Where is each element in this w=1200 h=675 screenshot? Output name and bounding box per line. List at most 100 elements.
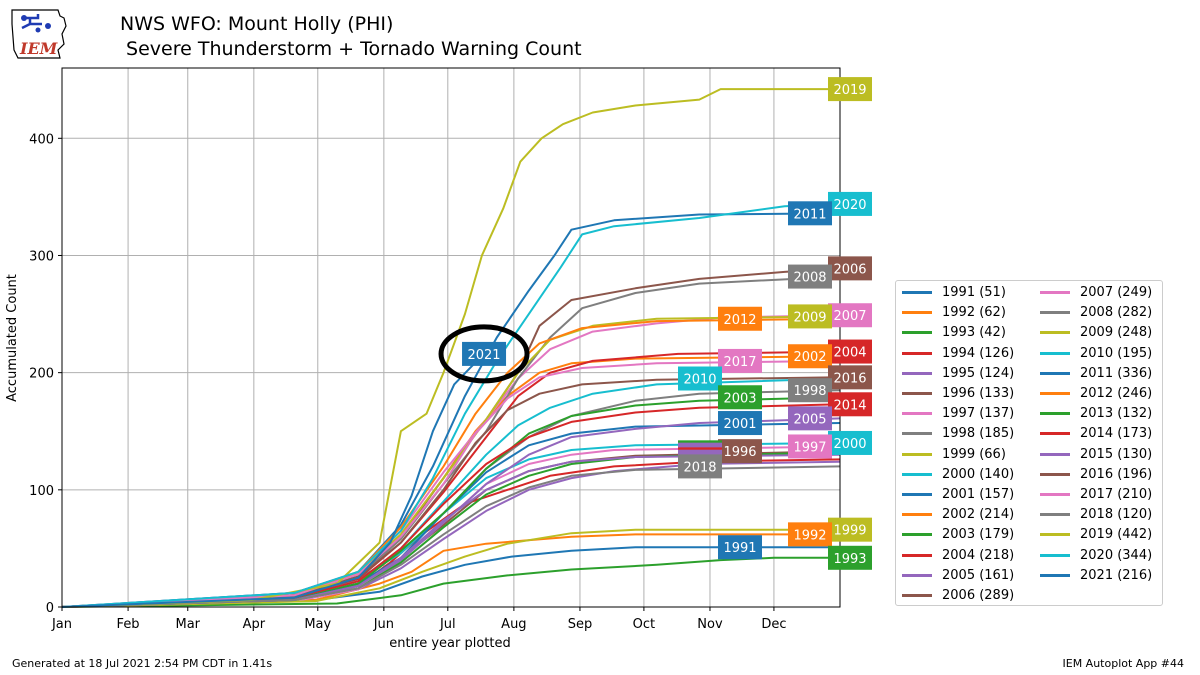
end-label-box-2001 <box>718 411 762 436</box>
legend-swatch <box>1040 472 1070 476</box>
legend-item: 1997 (137) <box>902 404 1014 424</box>
grid-lines <box>61 68 840 608</box>
x-tick-label: Dec <box>761 617 786 632</box>
end-label-box-2014 <box>828 392 872 417</box>
tick-labels: 0 100 200 300 400 Jan Feb Mar Apr May Jun Jul Aug Sep… <box>29 132 786 632</box>
end-labels: 2019 2020 2011 2006 2008 2007 2009 2012 2004 2021… <box>462 77 872 570</box>
legend-swatch <box>902 553 932 557</box>
end-label-1993: 1993 <box>833 552 866 567</box>
legend-item: 2005 (161) <box>902 566 1014 586</box>
x-tick-label: Jul <box>439 617 456 632</box>
legend-label: 2007 (249) <box>1080 285 1153 300</box>
legend-label: 2015 (130) <box>1080 446 1153 462</box>
legend-item: 1995 (124) <box>902 364 1014 384</box>
legend-label: 1992 (62) <box>942 305 1006 321</box>
end-label-1997: 1997 <box>793 440 826 455</box>
legend-item: 2003 (179) <box>902 525 1014 545</box>
end-label-box-2002 <box>788 344 832 369</box>
annotations <box>438 324 530 384</box>
legend-label: 1993 (42) <box>942 325 1006 341</box>
x-tick-label: Nov <box>697 617 723 632</box>
legend-label: 2008 (282) <box>1080 305 1153 321</box>
legend-item: 2020 (344) <box>1040 546 1152 566</box>
legend-label: 1991 (51) <box>942 285 1006 300</box>
end-label-2011: 2011 <box>793 207 826 222</box>
legend-label: 2016 (196) <box>1080 466 1153 482</box>
end-label-box-1999 <box>828 517 872 542</box>
legend-swatch <box>1040 331 1070 335</box>
legend-swatch <box>1040 553 1070 557</box>
legend-label: 2010 (195) <box>1080 345 1153 361</box>
x-tick-label: Aug <box>501 617 526 632</box>
end-label-2002: 2002 <box>793 350 826 365</box>
end-label-box-2006 <box>828 256 872 281</box>
end-label-box-2010 <box>678 366 722 391</box>
legend-swatch <box>1040 412 1070 416</box>
end-label-2012: 2012 <box>723 313 756 328</box>
end-label-box-2004 <box>828 339 872 364</box>
end-label-box-2021 <box>462 341 507 366</box>
end-label-box-1997 <box>788 434 832 459</box>
legend-label: 2021 (216) <box>1080 567 1153 583</box>
series-line-2017 <box>61 359 841 608</box>
legend-item: 1998 (185) <box>902 424 1014 444</box>
end-label-box-2012 <box>718 306 762 331</box>
end-label-box-2008 <box>788 264 832 289</box>
end-label-box-2007 <box>828 303 872 328</box>
end-label-2018: 2018 <box>683 460 716 475</box>
legend-item: 2014 (173) <box>1040 424 1152 444</box>
series-line-2021 <box>61 353 485 608</box>
end-label-box-2009 <box>788 304 832 329</box>
x-tick-label: Sep <box>568 617 593 632</box>
legend-item: 2017 (210) <box>1040 485 1152 505</box>
end-label-2009: 2009 <box>793 310 826 325</box>
end-label-box-1992 <box>788 522 832 547</box>
iem-logo: IEM <box>8 4 70 66</box>
end-label-box-2003 <box>718 385 762 410</box>
end-label-1999: 1999 <box>833 524 866 539</box>
legend-swatch <box>1040 371 1070 375</box>
legend-label: 2004 (218) <box>942 547 1015 563</box>
legend-label: 2018 (120) <box>1080 507 1153 523</box>
end-label-box-2019 <box>828 77 872 102</box>
x-tick-label: Apr <box>243 617 266 632</box>
legend-item: 1991 (51) <box>902 283 1006 303</box>
end-label-2004: 2004 <box>833 346 866 361</box>
end-label-box-1993 <box>828 545 872 570</box>
end-label-2014: 2014 <box>833 398 866 413</box>
end-label-1991: 1991 <box>723 541 756 556</box>
legend-swatch <box>902 513 932 517</box>
legend-swatch <box>902 573 932 577</box>
legend-swatch <box>902 351 932 355</box>
end-label-box-2018 <box>678 454 722 479</box>
x-tick-label: Mar <box>175 617 200 632</box>
legend-label: 2017 (210) <box>1080 487 1153 502</box>
legend-label: 2000 (140) <box>942 466 1015 482</box>
legend-label: 2009 (248) <box>1080 325 1153 341</box>
legend-item: 2010 (195) <box>1040 344 1152 364</box>
end-label-2016: 2016 <box>833 371 866 386</box>
x-tick-label: Feb <box>117 617 140 632</box>
x-tick-label: Jun <box>373 617 394 632</box>
legend-swatch <box>902 412 932 416</box>
end-label-box-2020 <box>828 191 872 216</box>
legend-label: 1997 (137) <box>942 406 1015 422</box>
legend-swatch <box>1040 311 1070 315</box>
legend-item: 2002 (214) <box>902 505 1014 525</box>
legend-swatch <box>902 472 932 476</box>
legend-swatch <box>902 533 932 537</box>
end-label-1998: 1998 <box>793 384 826 399</box>
legend-swatch <box>1040 573 1070 577</box>
legend-label: 1998 (185) <box>942 426 1015 442</box>
legend-item: 2008 (282) <box>1040 303 1152 323</box>
legend-swatch <box>902 331 932 335</box>
end-label-box-2000 <box>828 430 872 455</box>
end-label-box-2016 <box>828 365 872 390</box>
series-line-2003 <box>61 396 841 608</box>
legend-item: 2006 (289) <box>902 586 1014 606</box>
legend-item: 1999 (66) <box>902 445 1006 465</box>
x-tick-label: May <box>304 617 331 632</box>
legend-item: 2001 (157) <box>902 485 1014 505</box>
legend-swatch <box>902 291 932 294</box>
legend-item: 2015 (130) <box>1040 445 1152 465</box>
